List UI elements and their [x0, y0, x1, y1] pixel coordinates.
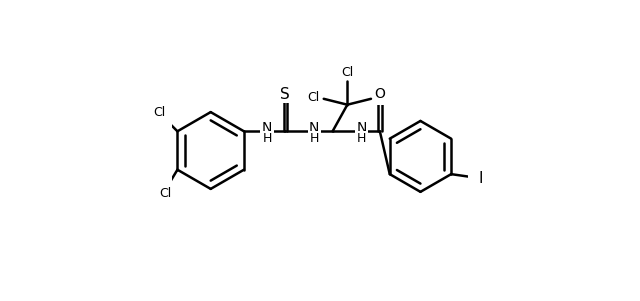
Text: Cl: Cl	[154, 106, 166, 119]
Text: H: H	[357, 132, 366, 145]
Text: S: S	[280, 87, 290, 102]
Text: O: O	[374, 87, 385, 101]
Text: Cl: Cl	[341, 66, 353, 79]
Text: Cl: Cl	[307, 91, 319, 104]
Text: Cl: Cl	[159, 187, 172, 200]
Text: I: I	[479, 171, 483, 186]
Text: N: N	[262, 121, 272, 135]
Text: H: H	[310, 132, 319, 145]
Text: Cl: Cl	[375, 91, 387, 104]
Text: N: N	[356, 121, 367, 135]
Text: N: N	[309, 121, 319, 135]
Text: H: H	[262, 132, 271, 145]
